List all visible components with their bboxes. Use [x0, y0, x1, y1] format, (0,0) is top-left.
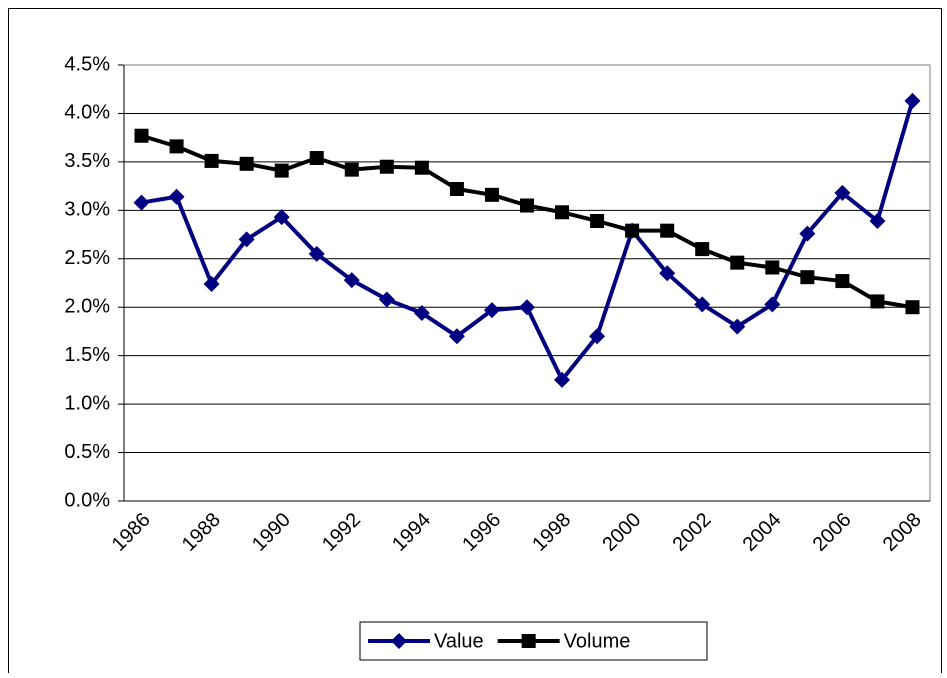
- diamond-marker: [273, 209, 290, 226]
- square-marker: [309, 151, 324, 166]
- diamond-marker: [694, 296, 711, 313]
- y-tick-label: 2.0%: [64, 296, 110, 318]
- square-marker: [835, 274, 850, 289]
- x-tick-label: 1986: [108, 509, 155, 556]
- diamond-marker: [764, 296, 781, 313]
- y-tick-label: 2.5%: [64, 247, 110, 269]
- square-marker: [484, 187, 499, 202]
- square-marker: [870, 294, 885, 309]
- y-tick-label: 0.5%: [64, 441, 110, 463]
- square-marker: [625, 223, 640, 238]
- diamond-marker: [729, 318, 746, 335]
- diamond-marker: [448, 328, 465, 345]
- x-tick-label: 2008: [879, 509, 926, 556]
- series-line: [141, 100, 915, 382]
- diamond-marker: [413, 305, 430, 322]
- legend-marker: [521, 634, 536, 648]
- diamond-marker: [483, 302, 500, 319]
- square-marker: [274, 163, 289, 178]
- diamond-marker: [203, 275, 220, 292]
- x-tick-label: 1994: [388, 509, 435, 556]
- legend-marker: [391, 633, 407, 649]
- x-tick-label: 2002: [668, 509, 715, 556]
- square-marker: [520, 198, 534, 213]
- y-tick-label: 3.5%: [64, 150, 110, 172]
- x-tick-label: 1988: [178, 509, 225, 556]
- diamond-marker: [133, 194, 150, 211]
- square-marker: [730, 255, 745, 270]
- diamond-marker: [904, 92, 921, 109]
- x-tick-label: 1990: [248, 509, 295, 556]
- square-marker: [169, 139, 184, 154]
- x-tick-label: 2000: [598, 509, 645, 556]
- diamond-marker: [308, 245, 325, 262]
- diamond-marker: [519, 299, 535, 316]
- y-tick-label: 1.0%: [64, 392, 110, 414]
- square-marker: [379, 159, 394, 174]
- diamond-marker: [378, 291, 395, 308]
- diamond-marker: [799, 225, 816, 242]
- square-marker: [344, 162, 359, 177]
- diamond-marker: [869, 212, 886, 229]
- square-marker: [239, 156, 254, 171]
- square-marker: [555, 205, 570, 220]
- diamond-marker: [168, 188, 185, 205]
- diamond-marker: [554, 371, 571, 388]
- y-tick-label: 4.0%: [64, 102, 110, 124]
- diamond-marker: [589, 328, 606, 345]
- square-marker: [134, 128, 149, 143]
- chart-frame: [8, 8, 942, 673]
- x-tick-label: 2004: [739, 509, 786, 556]
- x-tick-label: 1998: [528, 509, 575, 556]
- square-marker: [590, 213, 605, 228]
- diamond-marker: [343, 272, 360, 289]
- square-marker: [765, 260, 780, 275]
- diamond-marker: [834, 184, 851, 201]
- square-marker: [800, 270, 815, 285]
- square-marker: [695, 242, 710, 257]
- square-marker: [204, 153, 219, 168]
- x-tick-label: 2006: [809, 509, 856, 556]
- square-marker: [414, 160, 429, 175]
- x-tick-label: 1992: [318, 509, 365, 556]
- diamond-marker: [659, 265, 676, 282]
- diamond-marker: [238, 231, 255, 248]
- y-tick-label: 1.5%: [64, 344, 110, 366]
- y-tick-label: 4.5%: [64, 53, 110, 75]
- y-tick-label: 0.0%: [64, 489, 110, 511]
- legend-label: Volume: [564, 630, 631, 652]
- legend-label: Value: [434, 630, 484, 652]
- x-tick-label: 1996: [458, 509, 505, 556]
- square-marker: [905, 300, 920, 315]
- y-tick-label: 3.0%: [64, 199, 110, 221]
- square-marker: [660, 223, 675, 238]
- square-marker: [449, 182, 464, 197]
